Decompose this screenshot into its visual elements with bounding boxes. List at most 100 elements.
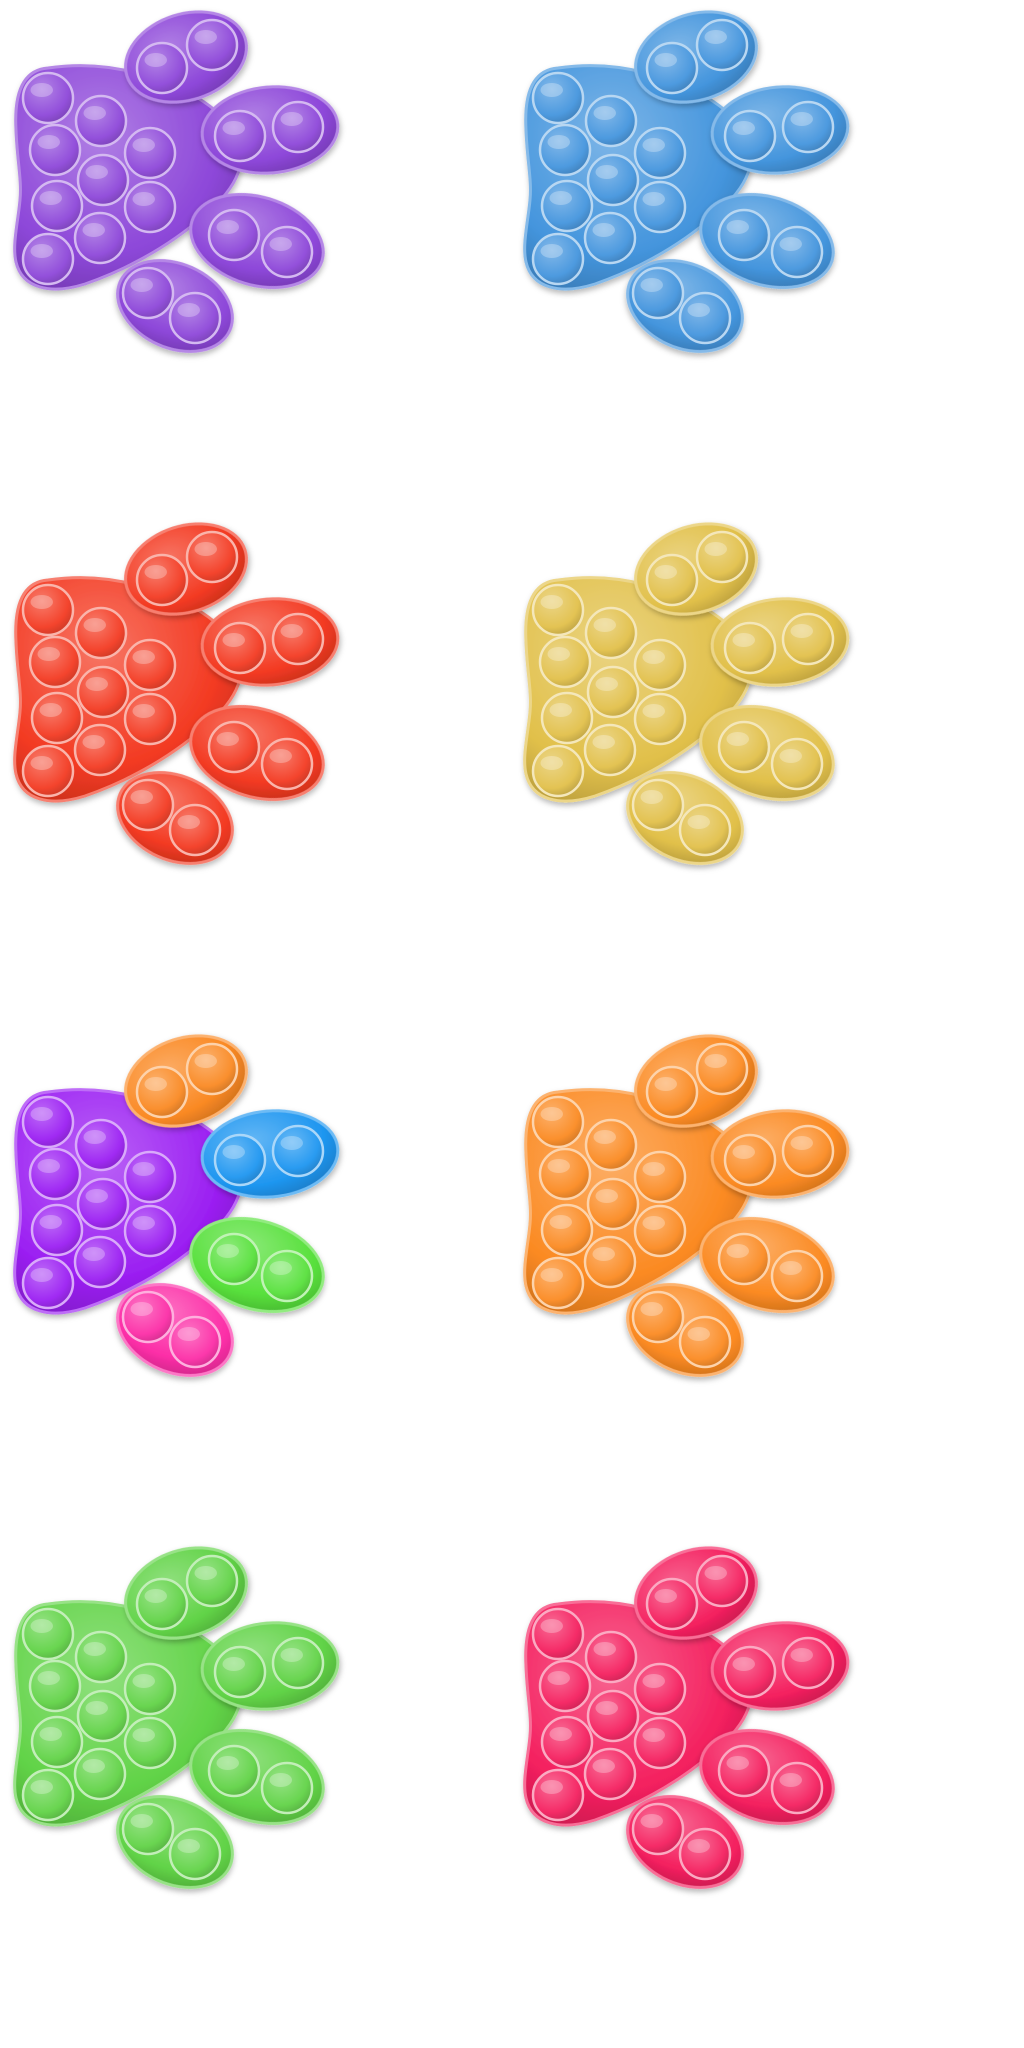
pop-bubble[interactable]: [21, 1256, 75, 1310]
pop-bubble[interactable]: [185, 18, 239, 72]
pop-bubble[interactable]: [21, 71, 75, 125]
pop-bubble[interactable]: [76, 1177, 130, 1231]
pop-bubble[interactable]: [168, 803, 222, 857]
pop-bubble[interactable]: [135, 553, 189, 607]
pop-bubble[interactable]: [73, 211, 127, 265]
pop-bubble[interactable]: [770, 225, 824, 279]
pop-bubble[interactable]: [678, 291, 732, 345]
pop-bubble[interactable]: [185, 1554, 239, 1608]
pop-bubble[interactable]: [538, 123, 592, 177]
pop-bubble[interactable]: [584, 1118, 638, 1172]
pop-bubble[interactable]: [168, 1827, 222, 1881]
pop-bubble[interactable]: [770, 737, 824, 791]
pop-bubble[interactable]: [645, 41, 699, 95]
pop-bubble[interactable]: [583, 211, 637, 265]
pop-bubble[interactable]: [678, 1827, 732, 1881]
pop-bubble[interactable]: [633, 1204, 687, 1258]
pop-bubble[interactable]: [121, 1290, 175, 1344]
pop-bubble[interactable]: [538, 635, 592, 689]
pop-bubble[interactable]: [717, 208, 771, 262]
pop-bubble[interactable]: [185, 1042, 239, 1096]
pop-bubble[interactable]: [531, 744, 585, 798]
pop-bubble[interactable]: [584, 606, 638, 660]
pop-bubble[interactable]: [260, 1249, 314, 1303]
pop-bubble[interactable]: [213, 109, 267, 163]
pop-bubble[interactable]: [717, 720, 771, 774]
pop-bubble[interactable]: [213, 1133, 267, 1187]
pop-bubble[interactable]: [723, 1645, 777, 1699]
pop-bubble[interactable]: [531, 1256, 585, 1310]
pop-bubble[interactable]: [123, 180, 177, 234]
pop-bubble[interactable]: [30, 179, 84, 233]
pop-bubble[interactable]: [73, 1747, 127, 1801]
pop-bubble[interactable]: [781, 1124, 835, 1178]
pop-bubble[interactable]: [207, 1232, 261, 1286]
pop-bubble[interactable]: [538, 1659, 592, 1713]
pop-bubble[interactable]: [531, 1095, 585, 1149]
pop-bubble[interactable]: [717, 1232, 771, 1286]
pop-bubble[interactable]: [583, 723, 637, 777]
pop-bubble[interactable]: [631, 1290, 685, 1344]
pop-bubble[interactable]: [28, 123, 82, 177]
pop-bubble[interactable]: [30, 1715, 84, 1769]
pop-bubble[interactable]: [633, 1716, 687, 1770]
pop-bubble[interactable]: [207, 720, 261, 774]
pop-bubble[interactable]: [586, 1689, 640, 1743]
pop-bubble[interactable]: [76, 1689, 130, 1743]
pop-bubble[interactable]: [271, 612, 325, 666]
pop-bubble[interactable]: [631, 266, 685, 320]
pop-bubble[interactable]: [168, 291, 222, 345]
pop-bubble[interactable]: [123, 692, 177, 746]
pop-bubble[interactable]: [121, 778, 175, 832]
pop-bubble[interactable]: [717, 1744, 771, 1798]
pop-bubble[interactable]: [531, 583, 585, 637]
pop-bubble[interactable]: [645, 553, 699, 607]
pop-bubble[interactable]: [123, 1204, 177, 1258]
pop-bubble[interactable]: [260, 225, 314, 279]
pop-bubble[interactable]: [121, 1802, 175, 1856]
pop-bubble[interactable]: [73, 1235, 127, 1289]
pop-bubble[interactable]: [631, 1802, 685, 1856]
pop-bubble[interactable]: [271, 1636, 325, 1690]
pop-bubble[interactable]: [207, 1744, 261, 1798]
pop-bubble[interactable]: [631, 778, 685, 832]
pop-bubble[interactable]: [74, 1118, 128, 1172]
pop-bubble[interactable]: [781, 100, 835, 154]
pop-bubble[interactable]: [213, 1645, 267, 1699]
pop-bubble[interactable]: [540, 1715, 594, 1769]
pop-bubble[interactable]: [21, 1768, 75, 1822]
pop-bubble[interactable]: [540, 1203, 594, 1257]
pop-bubble[interactable]: [633, 638, 687, 692]
pop-bubble[interactable]: [633, 692, 687, 746]
pop-bubble[interactable]: [695, 1554, 749, 1608]
pop-bubble[interactable]: [260, 1761, 314, 1815]
pop-bubble[interactable]: [633, 126, 687, 180]
pop-bubble[interactable]: [781, 612, 835, 666]
pop-bubble[interactable]: [30, 1203, 84, 1257]
pop-bubble[interactable]: [645, 1577, 699, 1631]
pop-bubble[interactable]: [123, 126, 177, 180]
pop-bubble[interactable]: [645, 1065, 699, 1119]
pop-bubble[interactable]: [584, 1630, 638, 1684]
pop-bubble[interactable]: [30, 691, 84, 745]
pop-bubble[interactable]: [271, 1124, 325, 1178]
pop-bubble[interactable]: [21, 583, 75, 637]
pop-bubble[interactable]: [135, 1577, 189, 1631]
pop-bubble[interactable]: [586, 153, 640, 207]
pop-bubble[interactable]: [21, 1607, 75, 1661]
pop-bubble[interactable]: [121, 266, 175, 320]
pop-bubble[interactable]: [123, 1716, 177, 1770]
pop-bubble[interactable]: [74, 1630, 128, 1684]
pop-bubble[interactable]: [723, 1133, 777, 1187]
pop-bubble[interactable]: [633, 180, 687, 234]
pop-bubble[interactable]: [531, 1607, 585, 1661]
pop-bubble[interactable]: [538, 1147, 592, 1201]
pop-bubble[interactable]: [168, 1315, 222, 1369]
pop-bubble[interactable]: [73, 723, 127, 777]
pop-bubble[interactable]: [540, 691, 594, 745]
pop-bubble[interactable]: [21, 232, 75, 286]
pop-bubble[interactable]: [678, 1315, 732, 1369]
pop-bubble[interactable]: [213, 621, 267, 675]
pop-bubble[interactable]: [76, 665, 130, 719]
pop-bubble[interactable]: [260, 737, 314, 791]
